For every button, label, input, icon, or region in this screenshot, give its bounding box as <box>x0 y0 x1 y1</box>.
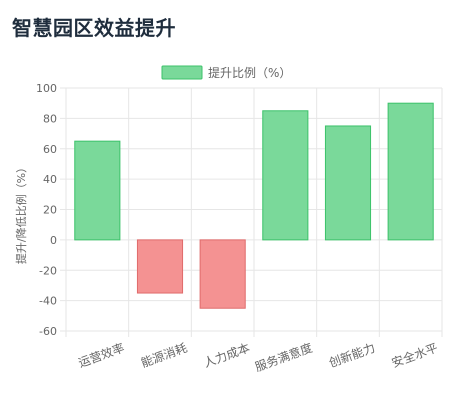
y-tick-label: 80 <box>43 112 57 125</box>
y-tick-label: 100 <box>36 82 57 95</box>
bar-2[interactable] <box>136 239 184 294</box>
y-axis-title: 提升/降低比例（%） <box>14 162 28 264</box>
x-tick-label: 服务满意度 <box>253 340 315 375</box>
legend-label-series-1[interactable]: 提升比例（%） <box>208 65 291 80</box>
bar-1[interactable] <box>74 140 121 241</box>
y-tick-label: -20 <box>39 264 57 277</box>
legend-swatch[interactable] <box>161 65 203 80</box>
x-tick-label: 创新能力 <box>327 340 377 371</box>
x-tick-label: 能源消耗 <box>139 341 189 371</box>
y-tick-label: 0 <box>50 234 57 247</box>
bar-6[interactable] <box>387 102 434 241</box>
bar-5[interactable] <box>324 125 372 241</box>
y-tick-label: 20 <box>43 204 57 217</box>
x-tick-label: 运营效率 <box>76 340 126 371</box>
page-title: 智慧园区效益提升 <box>12 16 176 40</box>
bar-4[interactable] <box>262 110 309 241</box>
grid-layer <box>60 87 443 337</box>
y-tick-label: 60 <box>43 143 57 156</box>
y-tick-label: -40 <box>39 295 57 308</box>
y-tick-label: 40 <box>43 173 57 186</box>
legend[interactable]: 提升比例（%） <box>161 65 291 80</box>
y-tick-label: -60 <box>39 325 57 338</box>
bar-3[interactable] <box>199 239 246 309</box>
x-tick-label: 人力成本 <box>202 341 252 371</box>
x-tick-label: 安全水平 <box>389 340 439 371</box>
bars-layer <box>74 102 434 309</box>
